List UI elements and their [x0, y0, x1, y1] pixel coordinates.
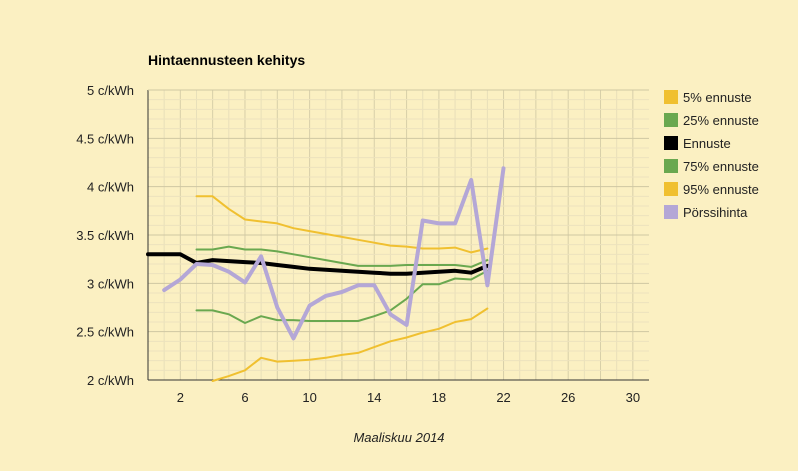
legend: 5% ennuste 25% ennuste Ennuste 75% ennuste 9…	[664, 90, 759, 220]
y-tick-label: 4.5 c/kWh	[76, 131, 134, 146]
chart-title: Hintaennusteen kehitys	[148, 52, 305, 68]
legend-label: 5% ennuste	[683, 90, 752, 105]
y-tick-label: 2.5 c/kWh	[76, 325, 134, 340]
series-line	[195, 269, 489, 324]
x-tick-label: 10	[302, 390, 316, 405]
series-line	[195, 245, 489, 268]
legend-label: 25% ennuste	[683, 113, 759, 128]
legend-swatch	[664, 113, 678, 127]
x-tick-label: 22	[496, 390, 510, 405]
series-line	[162, 166, 506, 341]
y-tick-label: 4 c/kWh	[87, 180, 134, 195]
legend-label: Pörssihinta	[683, 205, 748, 220]
legend-swatch	[664, 136, 678, 150]
legend-swatch	[664, 205, 678, 219]
x-axis-label: Maaliskuu 2014	[353, 430, 444, 445]
legend-swatch	[664, 90, 678, 104]
series-line	[146, 252, 490, 276]
series-line	[195, 195, 489, 254]
x-tick-label: 26	[561, 390, 575, 405]
legend-label: 75% ennuste	[683, 159, 759, 174]
legend-swatch	[664, 159, 678, 173]
x-tick-label: 14	[367, 390, 381, 405]
plot-area: 2 c/kWh 2.5 c/kWh 3 c/kWh 3.5 c/kWh 4 c/kWh 4…	[76, 83, 649, 405]
series-line	[211, 307, 489, 382]
y-tick-label: 2 c/kWh	[87, 373, 134, 388]
legend-label: Ennuste	[683, 136, 731, 151]
legend-label: 95% ennuste	[683, 182, 759, 197]
x-tick-label: 18	[432, 390, 446, 405]
legend-swatch	[664, 182, 678, 196]
x-tick-label: 30	[626, 390, 640, 405]
y-tick-label: 3 c/kWh	[87, 276, 134, 291]
y-tick-label: 3.5 c/kWh	[76, 228, 134, 243]
x-tick-label: 6	[241, 390, 248, 405]
x-tick-label: 2	[177, 390, 184, 405]
y-tick-label: 5 c/kWh	[87, 83, 134, 98]
